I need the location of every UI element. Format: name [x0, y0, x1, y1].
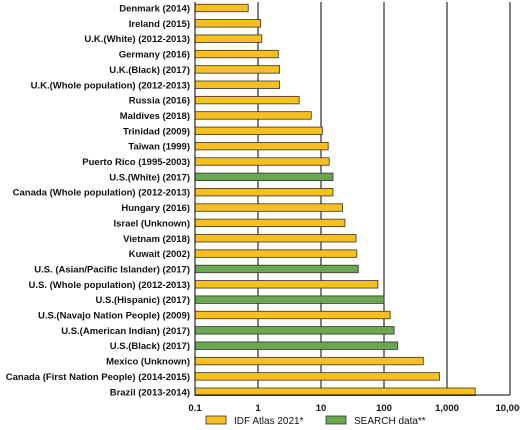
- bar: [194, 387, 476, 396]
- x-tick-label: 10: [316, 403, 327, 414]
- bar: [194, 326, 395, 335]
- category-label: U.K.(White) (2012-2013): [84, 34, 190, 45]
- bar: [194, 65, 280, 74]
- bar: [194, 95, 300, 105]
- category-label: Ireland (2015): [129, 19, 190, 30]
- category-label: U.S.(Black) (2017): [110, 341, 190, 352]
- legend: IDF Atlas 2021* SEARCH data**: [205, 415, 426, 427]
- category-label: U.S. (Whole population) (2012-2013): [28, 280, 190, 291]
- bar: [194, 310, 391, 320]
- bar: [194, 157, 330, 166]
- bar: [194, 34, 263, 43]
- x-tick-label: 100: [376, 403, 392, 414]
- category-label: U.K.(Whole population) (2012-2013): [31, 80, 190, 91]
- bars: [194, 3, 476, 396]
- bar: [194, 341, 399, 350]
- legend-swatch-search: [325, 415, 347, 425]
- category-label: Israel (Unknown): [113, 218, 190, 229]
- legend-swatch-idf: [205, 415, 227, 425]
- bar: [194, 234, 357, 243]
- category-labels: Denmark (2014) Ireland (2015) U.K.(White) …: [6, 4, 190, 399]
- x-tick-label: 1,000: [435, 403, 459, 414]
- legend-label-search: SEARCH data**: [354, 416, 426, 427]
- category-label: U.S. (Asian/Pacific Islander) (2017): [34, 264, 190, 275]
- category-label: U.S.(Navajo Nation People) (2009): [38, 311, 190, 322]
- bar: [194, 218, 346, 228]
- bar: [194, 3, 249, 13]
- bar: [194, 49, 279, 59]
- x-tick-label: 10,000: [495, 403, 520, 414]
- category-label: U.S.(White) (2017): [109, 172, 190, 183]
- category-label: Germany (2016): [119, 50, 190, 61]
- category-label: Puerto Rico (1995-2003): [82, 157, 190, 168]
- bar: [194, 264, 359, 274]
- bar: [194, 80, 280, 89]
- x-tick-label: 1: [255, 403, 261, 414]
- category-label: Taiwan (1999): [128, 142, 190, 153]
- bar: [194, 19, 262, 28]
- x-tick-label: 0.1: [188, 403, 202, 414]
- bar: [194, 203, 343, 212]
- bar: [194, 280, 379, 289]
- gridlines: [257, 2, 511, 395]
- category-label: Canada (Whole population) (2012-2013): [13, 188, 190, 199]
- bar: [194, 249, 358, 258]
- bar: [194, 356, 424, 366]
- bar: [194, 126, 323, 135]
- category-label: Brazil (2013-2014): [110, 387, 190, 398]
- x-axis: 0.1 1 10 100 1,000 10,000: [188, 2, 520, 414]
- category-label: U.S.(Hispanic) (2017): [96, 295, 191, 306]
- bar: [194, 172, 334, 182]
- bar: [194, 372, 440, 381]
- category-label: Maldives (2018): [120, 111, 190, 122]
- bar: [194, 141, 329, 151]
- category-label: Kuwait (2002): [129, 249, 190, 260]
- legend-label-idf: IDF Atlas 2021*: [234, 416, 304, 427]
- bar: [194, 111, 312, 120]
- category-label: Trinidad (2009): [123, 126, 190, 137]
- category-label: U.K.(Black) (2017): [109, 65, 190, 76]
- category-label: Russia (2016): [129, 96, 190, 107]
- category-label: Mexico (Unknown): [106, 357, 190, 368]
- category-label: U.S.(American Indian) (2017): [61, 326, 190, 337]
- category-label: Vietnam (2018): [123, 234, 190, 245]
- bar: [194, 295, 385, 304]
- category-label: Denmark (2014): [119, 4, 190, 15]
- category-label: Hungary (2016): [121, 203, 190, 214]
- category-label: Canada (First Nation People) (2014-2015): [6, 372, 190, 383]
- bar: [194, 188, 334, 197]
